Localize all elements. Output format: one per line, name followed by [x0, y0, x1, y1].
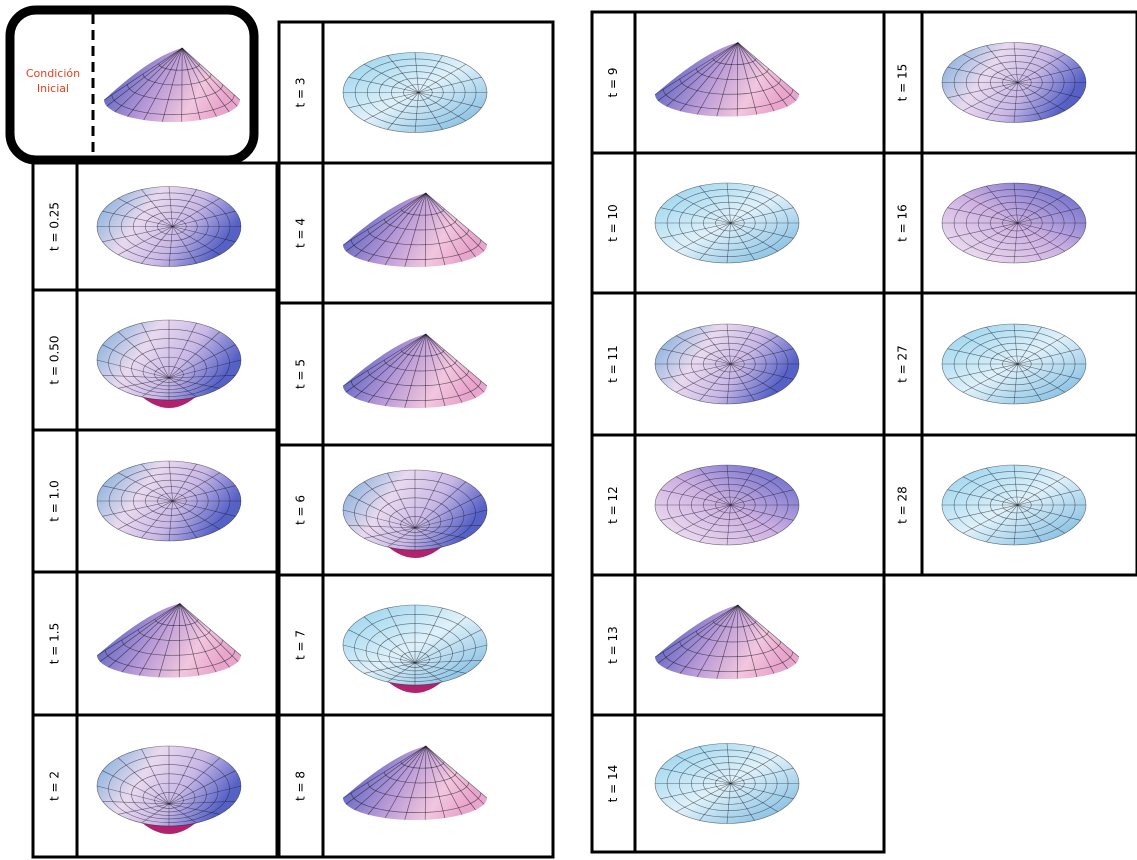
panel: t = 6 [279, 445, 553, 575]
time-label: t = 14 [606, 765, 620, 803]
panel: t = 7 [279, 575, 553, 715]
time-label: t = 12 [606, 486, 620, 524]
panel: t = 8 [279, 715, 553, 857]
time-label: t = 0.50 [48, 335, 62, 384]
panel: t = 12 [592, 435, 884, 575]
panel: t = 0.25 [33, 163, 277, 290]
panel: t = 1.5 [33, 572, 277, 715]
time-label: t = 6 [294, 495, 308, 525]
time-label: t = 15 [896, 64, 910, 102]
time-label: t = 11 [606, 345, 620, 383]
panel: t = 9 [592, 12, 884, 153]
panel: t = 28 [884, 435, 1137, 575]
panel: t = 13 [592, 575, 884, 715]
time-label: t = 3 [294, 77, 308, 107]
time-label: t = 4 [294, 218, 308, 248]
panel: t = 2 [33, 715, 277, 857]
time-label: t = 8 [294, 771, 308, 801]
time-label: t = 1.5 [48, 623, 62, 664]
panel: t = 4 [279, 163, 553, 303]
time-label: t = 16 [896, 204, 910, 242]
time-label: t = 13 [606, 626, 620, 664]
panel: t = 10 [592, 153, 884, 293]
panel: t = 15 [884, 12, 1137, 153]
panel: t = 1.0 [33, 430, 277, 572]
panel: t = 14 [592, 715, 884, 852]
initial-label-box: Condición Inicial [14, 66, 92, 106]
time-label: t = 28 [896, 486, 910, 524]
time-label: t = 0.25 [48, 202, 62, 251]
panel: t = 11 [592, 293, 884, 435]
panel: t = 5 [279, 303, 553, 445]
panel: t = 27 [884, 293, 1137, 435]
time-label: t = 9 [606, 67, 620, 97]
time-label: t = 7 [294, 630, 308, 660]
panel: t = 0.50 [33, 290, 277, 430]
panel: t = 3 [279, 22, 553, 163]
panel: t = 16 [884, 153, 1137, 293]
time-label: t = 10 [606, 204, 620, 242]
time-label: t = 27 [896, 345, 910, 383]
time-label: t = 1.0 [48, 480, 62, 521]
initial-label: Condición Inicial [14, 66, 92, 96]
figure: Condición Inicial t = 0.25 t = 0.50 t = 1.… [0, 0, 1137, 860]
time-label: t = 5 [294, 359, 308, 389]
time-label: t = 2 [48, 771, 62, 801]
